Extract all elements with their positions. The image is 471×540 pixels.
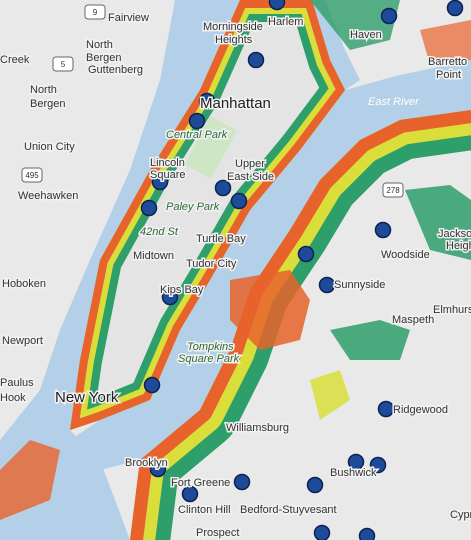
place-label: Point <box>436 69 461 81</box>
route-number: 495 <box>25 171 39 180</box>
manhattan <box>70 0 345 430</box>
place-label: Clinton Hill <box>178 504 231 516</box>
place-label: Tudor City <box>186 258 237 270</box>
location-marker <box>140 199 158 217</box>
place-label: Ridgewood <box>393 404 448 416</box>
place-label: Cypress <box>450 509 471 521</box>
place-label: Manhattan <box>200 95 271 112</box>
place-label: Lincoln <box>150 157 185 169</box>
place-label: Jackson <box>438 228 471 240</box>
zone-green <box>310 0 400 50</box>
zone-orange <box>420 20 471 65</box>
place-label: Newport <box>2 335 43 347</box>
place-label: Barretto <box>428 56 467 68</box>
zone-orange <box>0 440 60 520</box>
place-label: Square Park <box>178 353 240 365</box>
place-label: Sunnyside <box>334 279 385 291</box>
place-label: Prospect <box>196 527 239 539</box>
place-label: Morningside <box>203 21 263 33</box>
location-marker <box>149 460 167 478</box>
zone-orange <box>70 0 345 430</box>
place-label: 42nd St <box>140 226 179 238</box>
location-marker <box>143 376 161 394</box>
place-label: North <box>86 39 113 51</box>
location-marker <box>306 476 324 494</box>
zone-orange <box>130 110 471 540</box>
place-label: North <box>30 84 57 96</box>
location-marker <box>230 192 248 210</box>
place-label: Weehawken <box>18 190 78 202</box>
location-marker <box>268 0 286 11</box>
place-label: Elmhurst <box>433 304 471 316</box>
place-label: Upper <box>235 158 265 170</box>
location-marker <box>446 0 464 17</box>
location-marker <box>313 524 331 540</box>
central-park <box>184 116 237 179</box>
location-marker <box>318 276 336 294</box>
location-marker <box>347 453 365 471</box>
place-label: Heights <box>446 240 471 252</box>
place-label: Paulus <box>0 377 34 389</box>
place-label: East River <box>368 96 420 108</box>
zone-yellow <box>310 370 350 420</box>
place-label: Haven <box>350 29 382 41</box>
place-label: Maspeth <box>392 314 434 326</box>
place-label: Heights <box>215 34 253 46</box>
location-marker <box>151 173 169 191</box>
location-marker <box>214 179 232 197</box>
location-marker <box>198 92 216 110</box>
location-marker <box>161 288 179 306</box>
place-label: Bergen <box>30 98 65 110</box>
place-label: Fort Greene <box>171 477 230 489</box>
place-label: Union City <box>24 141 75 153</box>
place-label: East Side <box>227 171 274 183</box>
place-label: Midtown <box>133 250 174 262</box>
route-number: 278 <box>386 186 400 195</box>
location-marker <box>380 7 398 25</box>
place-label: Bedford-Stuyvesant <box>240 504 337 516</box>
place-label: Bushwick <box>330 467 377 479</box>
place-label: Turtle Bay <box>196 233 246 245</box>
place-label: New York <box>55 389 119 406</box>
place-label: Tompkins <box>187 341 234 353</box>
location-marker <box>358 527 376 540</box>
place-label: Williamsburg <box>226 422 289 434</box>
route-shield <box>52 56 74 72</box>
location-marker <box>369 456 387 474</box>
place-label: Harlem <box>268 16 303 28</box>
place-label: Creek <box>0 54 30 66</box>
place-label: Bergen <box>86 52 121 64</box>
place-label: Central Park <box>166 129 228 141</box>
place-label: Square <box>150 169 185 181</box>
east-river <box>70 60 471 470</box>
route-shield <box>84 4 106 20</box>
zone-green <box>330 320 410 360</box>
route-shield <box>382 182 404 198</box>
route-shield <box>21 167 43 183</box>
place-label: Brooklyn <box>125 457 168 469</box>
place-label: Paley Park <box>166 201 220 213</box>
location-marker <box>188 112 206 130</box>
location-marker <box>181 485 199 503</box>
location-marker <box>297 245 315 263</box>
place-label: Hook <box>0 392 26 404</box>
location-marker <box>233 473 251 491</box>
location-marker <box>377 400 395 418</box>
hudson-river <box>0 0 240 540</box>
route-number: 9 <box>93 8 98 17</box>
place-label: Kips Bay <box>160 284 204 296</box>
zone-green <box>405 185 471 260</box>
zone-orange <box>230 270 310 350</box>
location-marker <box>374 221 392 239</box>
harlem-river <box>312 0 360 90</box>
place-label: Fairview <box>108 12 149 24</box>
location-marker <box>247 51 265 69</box>
place-label: Hoboken <box>2 278 46 290</box>
route-number: 5 <box>61 60 66 69</box>
place-label: Guttenberg <box>88 64 143 76</box>
place-label: Woodside <box>381 249 430 261</box>
